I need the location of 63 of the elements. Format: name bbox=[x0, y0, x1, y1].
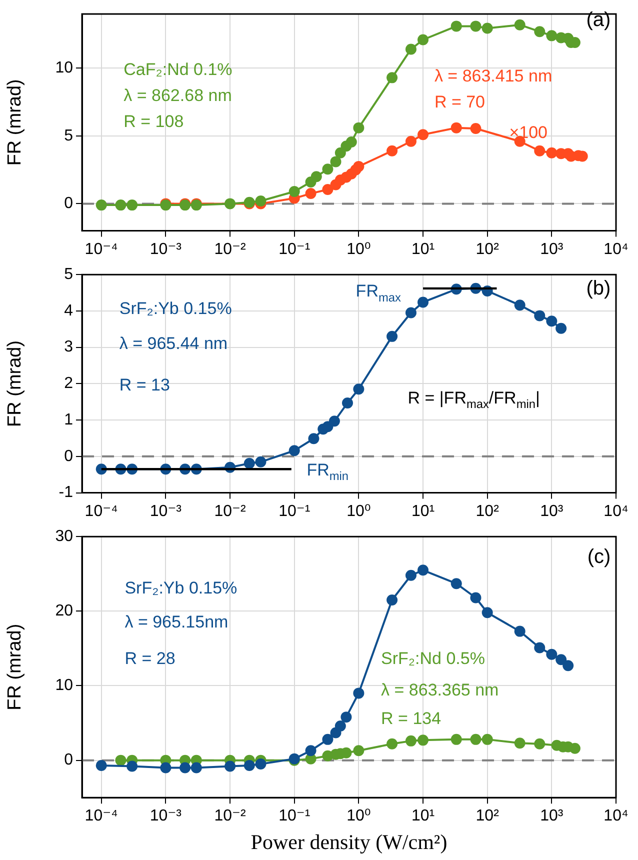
y-tick-label: 30 bbox=[55, 528, 74, 546]
y-tick-label: 0 bbox=[64, 752, 74, 769]
annotation: R = 134 bbox=[381, 708, 442, 728]
text: SrF₂:Yb 0.15% bbox=[124, 578, 238, 598]
x-tick-label: 10⁻¹ bbox=[278, 502, 310, 520]
y-tick-label: 10 bbox=[55, 677, 74, 694]
annotation: R = 70 bbox=[434, 92, 486, 112]
annotation: ×100 bbox=[509, 122, 548, 142]
x-tick-label: 10⁻³ bbox=[150, 240, 182, 258]
annotation: λ = 863.365 nm bbox=[381, 680, 499, 700]
y-tick-label: 0 bbox=[64, 195, 74, 212]
annotation: λ = 965.44 nm bbox=[119, 334, 228, 354]
y-tick-label: 4 bbox=[64, 302, 74, 320]
annotation: (b) bbox=[586, 277, 611, 300]
x-tick-label: 10¹ bbox=[411, 240, 435, 258]
y-tick-label: 20 bbox=[55, 602, 74, 620]
x-tick-label: 10⁻³ bbox=[150, 808, 182, 825]
x-tick-label: 10² bbox=[476, 240, 500, 258]
annotation: λ = 965.15nm bbox=[124, 612, 228, 632]
text: CaF₂:Nd 0.1% bbox=[124, 60, 232, 80]
annotation: (a) bbox=[586, 9, 611, 32]
x-tick-label: 10⁰ bbox=[346, 808, 371, 825]
y-tick-label: 10 bbox=[55, 60, 74, 77]
text: λ = 863.415 nm bbox=[434, 66, 552, 86]
x-tick-label: 10⁴ bbox=[604, 808, 628, 825]
x-tick-label: 10³ bbox=[540, 240, 564, 258]
text: SrF₂:Yb 0.15% bbox=[119, 299, 232, 318]
x-tick-label: 10⁴ bbox=[604, 502, 628, 520]
x-tick-label: 10⁰ bbox=[346, 502, 371, 520]
x-tick-label: 10¹ bbox=[411, 502, 435, 520]
x-tick-label: 10³ bbox=[540, 502, 564, 520]
x-tick-label: 10² bbox=[476, 502, 500, 520]
annotation: R = 108 bbox=[124, 112, 184, 132]
annotation: R = 28 bbox=[124, 648, 176, 668]
x-tick-label: 10⁻² bbox=[214, 502, 246, 520]
y-axis-title: FR (mrad) bbox=[4, 340, 26, 427]
x-tick-label: 10³ bbox=[540, 808, 564, 825]
y-tick-label: 0 bbox=[64, 448, 74, 465]
x-tick-label: 10⁻⁴ bbox=[84, 502, 118, 520]
x-tick-label: 10⁻³ bbox=[150, 502, 182, 520]
y-tick-label: 5 bbox=[64, 266, 74, 284]
x-axis-title: Power density (W/cm²) bbox=[250, 830, 448, 854]
x-tick-label: 10⁻² bbox=[214, 240, 246, 258]
y-tick-label: -1 bbox=[58, 484, 74, 502]
x-tick-label: 10⁻¹ bbox=[278, 808, 310, 825]
annotation: R = 13 bbox=[119, 376, 170, 395]
y-tick-label: 3 bbox=[64, 338, 74, 356]
y-tick-label: 2 bbox=[64, 375, 74, 392]
x-tick-label: 10¹ bbox=[411, 808, 435, 825]
x-tick-label: 10² bbox=[476, 808, 500, 825]
y-tick-label: 5 bbox=[64, 127, 74, 144]
x-tick-label: 10⁻⁴ bbox=[84, 240, 118, 258]
x-tick-label: 10⁴ bbox=[604, 240, 628, 258]
x-tick-label: 10⁻² bbox=[214, 808, 246, 825]
x-tick-label: 10⁰ bbox=[346, 240, 371, 258]
x-tick-label: 10⁻⁴ bbox=[84, 808, 118, 825]
y-axis-title: FR (mrad) bbox=[4, 624, 26, 710]
annotation: (c) bbox=[587, 546, 611, 568]
y-axis-title: FR (mrad) bbox=[4, 79, 26, 166]
text: SrF₂:Nd 0.5% bbox=[381, 648, 485, 668]
annotation: λ = 862.68 nm bbox=[124, 86, 232, 106]
y-tick-label: 1 bbox=[64, 411, 74, 428]
x-tick-label: 10⁻¹ bbox=[278, 240, 310, 258]
